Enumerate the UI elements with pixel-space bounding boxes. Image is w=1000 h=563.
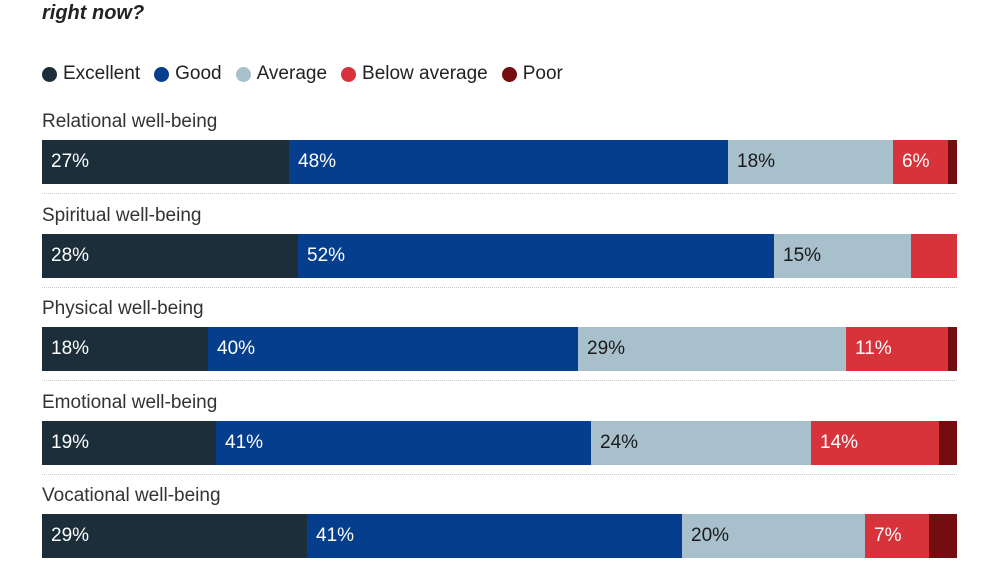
category-group: Physical well-being 18% 40% 29% 11% xyxy=(42,296,957,371)
bar-segment-poor xyxy=(948,327,957,371)
data-label: 41% xyxy=(316,525,355,546)
legend-swatch xyxy=(154,66,170,82)
bar-segment-poor xyxy=(929,514,957,558)
data-label: 48% xyxy=(298,151,337,172)
bar-segment-below-average: 7% xyxy=(865,514,929,558)
legend-label: Average xyxy=(256,63,328,84)
data-label: 41% xyxy=(225,431,264,453)
data-label: 27% xyxy=(51,151,90,172)
bar-segment-good: 41% xyxy=(216,420,591,465)
legend-label: Below average xyxy=(362,63,488,84)
data-label: 40% xyxy=(217,338,256,359)
chart-legend: Excellent Good Average Below average Poor xyxy=(42,62,577,86)
category-label: Vocational well-being xyxy=(42,485,221,506)
bar-segment-poor xyxy=(939,420,957,465)
data-label: 6% xyxy=(902,151,930,172)
data-label: 19% xyxy=(51,431,90,453)
stacked-bar: 19% 41% 24% 14% xyxy=(42,420,957,465)
legend-swatch xyxy=(42,66,57,82)
bar-segment-excellent: 18% xyxy=(42,327,208,371)
bar-segment-excellent: 29% xyxy=(42,514,307,558)
category-group: Relational well-being 27% 48% 18% 6% xyxy=(42,109,957,184)
legend-label: Excellent xyxy=(63,63,141,84)
row-divider xyxy=(42,380,957,381)
row-divider xyxy=(42,473,957,475)
bar-segment-good: 40% xyxy=(208,327,578,371)
legend-item-below-average: Below average xyxy=(341,63,488,85)
category-label: Spiritual well-being xyxy=(42,204,202,226)
data-label: 18% xyxy=(51,338,90,359)
bar-segment-good: 41% xyxy=(307,514,682,558)
bar-segment-average: 15% xyxy=(774,233,911,278)
chart-title: right now? xyxy=(42,2,145,24)
legend-label: Poor xyxy=(522,63,563,84)
category-group: Vocational well-being 29% 41% 20% 7% xyxy=(42,483,957,558)
category-label: Relational well-being xyxy=(42,111,218,132)
bar-segment-below-average: 6% xyxy=(893,140,948,184)
data-label: 28% xyxy=(51,244,90,266)
data-label: 7% xyxy=(874,525,902,546)
legend-item-excellent: Excellent xyxy=(42,63,140,85)
bar-segment-below-average xyxy=(911,233,957,278)
legend-swatch xyxy=(235,66,251,82)
bar-segment-good: 52% xyxy=(298,233,774,278)
data-label: 29% xyxy=(587,338,626,359)
category-label: Emotional well-being xyxy=(42,391,218,413)
bar-segment-good: 48% xyxy=(289,140,728,184)
category-group: Emotional well-being 19% 41% 24% 14% xyxy=(42,390,957,465)
data-label: 29% xyxy=(51,525,90,546)
row-divider xyxy=(42,193,957,194)
data-label: 24% xyxy=(600,431,639,453)
bar-segment-poor xyxy=(948,140,957,184)
row-divider xyxy=(42,286,957,288)
bar-segment-below-average: 14% xyxy=(811,420,939,465)
legend-item-average: Average xyxy=(235,63,328,85)
legend-swatch xyxy=(501,66,517,82)
legend-label: Good xyxy=(175,63,222,84)
data-label: 11% xyxy=(855,338,892,359)
legend-item-poor: Poor xyxy=(501,63,563,85)
category-label: Physical well-being xyxy=(42,298,204,319)
bar-segment-excellent: 28% xyxy=(42,233,298,278)
bar-segment-average: 29% xyxy=(578,327,846,371)
category-group: Spiritual well-being 28% 52% 15% xyxy=(42,203,957,278)
legend-swatch xyxy=(341,66,357,82)
stacked-bar: 18% 40% 29% 11% xyxy=(42,327,957,371)
data-label: 18% xyxy=(737,151,776,172)
bar-segment-below-average: 11% xyxy=(846,327,948,371)
stacked-bar: 27% 48% 18% 6% xyxy=(42,140,957,184)
data-label: 52% xyxy=(307,244,346,266)
legend-item-good: Good xyxy=(154,63,222,85)
bar-segment-average: 18% xyxy=(728,140,893,184)
bar-segment-average: 20% xyxy=(682,514,865,558)
data-label: 14% xyxy=(820,431,859,453)
stacked-bar: 28% 52% 15% xyxy=(42,233,957,278)
bar-segment-excellent: 19% xyxy=(42,420,216,465)
bar-segment-excellent: 27% xyxy=(42,140,289,184)
bar-segment-average: 24% xyxy=(591,420,811,465)
data-label: 20% xyxy=(691,525,730,546)
stacked-bar: 29% 41% 20% 7% xyxy=(42,514,957,558)
data-label: 15% xyxy=(783,244,822,266)
